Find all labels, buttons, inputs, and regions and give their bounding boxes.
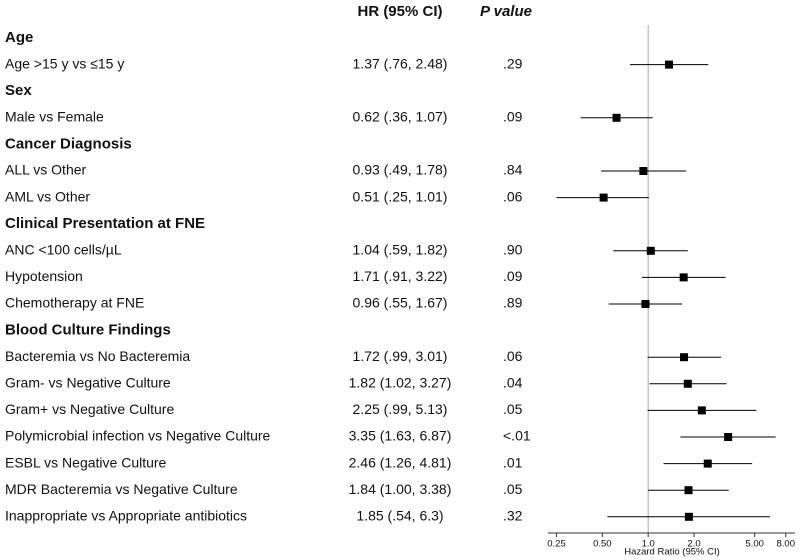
row-label: AML vs Other bbox=[5, 188, 90, 204]
p-value: .05 bbox=[503, 481, 523, 497]
point-estimate bbox=[679, 273, 688, 282]
point-estimate bbox=[680, 353, 689, 362]
x-tick-label: 5.00 bbox=[745, 539, 764, 550]
estimate-label: 1.82 (1.02, 3.27) bbox=[349, 375, 452, 391]
row-label: Chemotherapy at FNE bbox=[5, 295, 144, 311]
p-value: .32 bbox=[503, 508, 523, 524]
point-estimate bbox=[724, 433, 733, 441]
estimate-label: 2.25 (.99, 5.13) bbox=[353, 401, 448, 417]
point-estimate bbox=[684, 486, 693, 495]
estimate-label: 0.96 (.55, 1.67) bbox=[353, 295, 448, 311]
row-label: ANC <100 cells/µL bbox=[5, 242, 122, 258]
p-value: .09 bbox=[503, 268, 523, 284]
p-value: .01 bbox=[503, 454, 523, 470]
row-label: Gram+ vs Negative Culture bbox=[5, 401, 174, 417]
point-estimate bbox=[697, 406, 706, 415]
row-label: Bacteremia vs No Bacteremia bbox=[5, 348, 190, 364]
row-label: Male vs Female bbox=[5, 109, 104, 125]
row-label: ALL vs Other bbox=[5, 162, 87, 178]
estimate-label: 3.35 (1.63, 6.87) bbox=[349, 428, 452, 444]
row-label: Hypotension bbox=[5, 268, 83, 284]
x-tick-label: 0.25 bbox=[547, 539, 566, 550]
p-value: .05 bbox=[503, 401, 523, 417]
estimate-label: 0.51 (.25, 1.01) bbox=[353, 188, 448, 204]
row-label: ESBL vs Negative Culture bbox=[5, 454, 167, 470]
p-value: .90 bbox=[503, 242, 523, 258]
x-axis-title: Hazard Ratio (95% CI) bbox=[624, 547, 720, 558]
estimate-label: 1.04 (.59, 1.82) bbox=[353, 242, 448, 258]
p-value: <.01 bbox=[503, 428, 531, 444]
point-estimate bbox=[684, 512, 693, 521]
estimate-label: 1.84 (1.00, 3.38) bbox=[349, 481, 452, 497]
point-estimate bbox=[641, 300, 650, 308]
p-header: P value bbox=[480, 3, 532, 20]
p-value: .29 bbox=[503, 55, 523, 71]
x-tick-label: 2.0 bbox=[687, 539, 700, 550]
point-estimate bbox=[612, 113, 621, 122]
row-label: MDR Bacteremia vs Negative Culture bbox=[5, 481, 238, 497]
point-estimate bbox=[683, 379, 692, 388]
x-tick-label: 1.0 bbox=[642, 539, 655, 550]
p-value: .06 bbox=[503, 188, 523, 204]
estimate-label: 0.62 (.36, 1.07) bbox=[353, 109, 448, 125]
p-value: .89 bbox=[503, 295, 523, 311]
group-heading: Blood Culture Findings bbox=[5, 322, 171, 339]
point-estimate bbox=[646, 246, 655, 255]
estimate-label: 1.71 (.91, 3.22) bbox=[353, 268, 448, 284]
estimate-label: 1.37 (.76, 2.48) bbox=[353, 55, 448, 71]
row-label: Polymicrobial infection vs Negative Cult… bbox=[5, 428, 271, 444]
x-tick-label: 8.00 bbox=[777, 539, 796, 550]
estimate-label: 1.72 (.99, 3.01) bbox=[353, 348, 448, 364]
estimate-label: 0.93 (.49, 1.78) bbox=[353, 162, 448, 178]
group-heading: Age bbox=[5, 29, 33, 46]
estimate-label: 2.46 (1.26, 4.81) bbox=[349, 454, 452, 470]
point-estimate bbox=[599, 193, 608, 202]
row-label: Gram- vs Negative Culture bbox=[5, 375, 171, 391]
p-value: .09 bbox=[503, 109, 523, 125]
point-estimate bbox=[665, 60, 674, 69]
group-heading: Sex bbox=[5, 82, 32, 99]
p-value: .06 bbox=[503, 348, 523, 364]
estimate-label: 1.85 (.54, 6.3) bbox=[356, 508, 443, 524]
row-label: Inappropriate vs Appropriate antibiotics bbox=[5, 508, 247, 524]
group-heading: Cancer Diagnosis bbox=[5, 135, 132, 152]
row-label: Age >15 y vs ≤15 y bbox=[5, 55, 124, 71]
p-value: .84 bbox=[503, 162, 523, 178]
p-value: .04 bbox=[503, 375, 523, 391]
point-estimate bbox=[639, 167, 648, 175]
estimate-header: HR (95% CI) bbox=[357, 3, 442, 20]
group-heading: Clinical Presentation at FNE bbox=[5, 215, 205, 232]
point-estimate bbox=[703, 459, 712, 468]
x-tick-label: 0.50 bbox=[593, 539, 612, 550]
